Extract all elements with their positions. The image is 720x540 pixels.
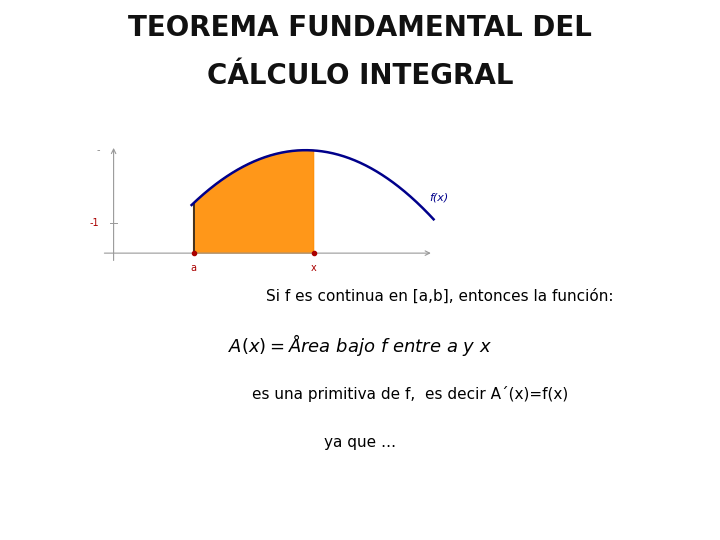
Text: ya que …: ya que …: [324, 435, 396, 450]
Text: Si f es continua en [a,b], entonces la función:: Si f es continua en [a,b], entonces la f…: [266, 289, 614, 304]
Text: a: a: [191, 263, 197, 273]
Text: -1: -1: [90, 218, 99, 228]
Text: es una primitiva de f,  es decir A´(x)=f(x): es una primitiva de f, es decir A´(x)=f(…: [252, 386, 568, 402]
Text: x: x: [311, 263, 317, 273]
Text: CÁLCULO INTEGRAL: CÁLCULO INTEGRAL: [207, 62, 513, 90]
Text: TEOREMA FUNDAMENTAL DEL: TEOREMA FUNDAMENTAL DEL: [128, 14, 592, 42]
Polygon shape: [194, 150, 314, 253]
Text: -: -: [96, 145, 99, 155]
Text: f(x): f(x): [430, 193, 449, 202]
Text: $\mathit{A(x) = \AA rea\ bajo\ f\ entre\ a\ y\ x}$: $\mathit{A(x) = \AA rea\ bajo\ f\ entre\…: [228, 332, 492, 358]
